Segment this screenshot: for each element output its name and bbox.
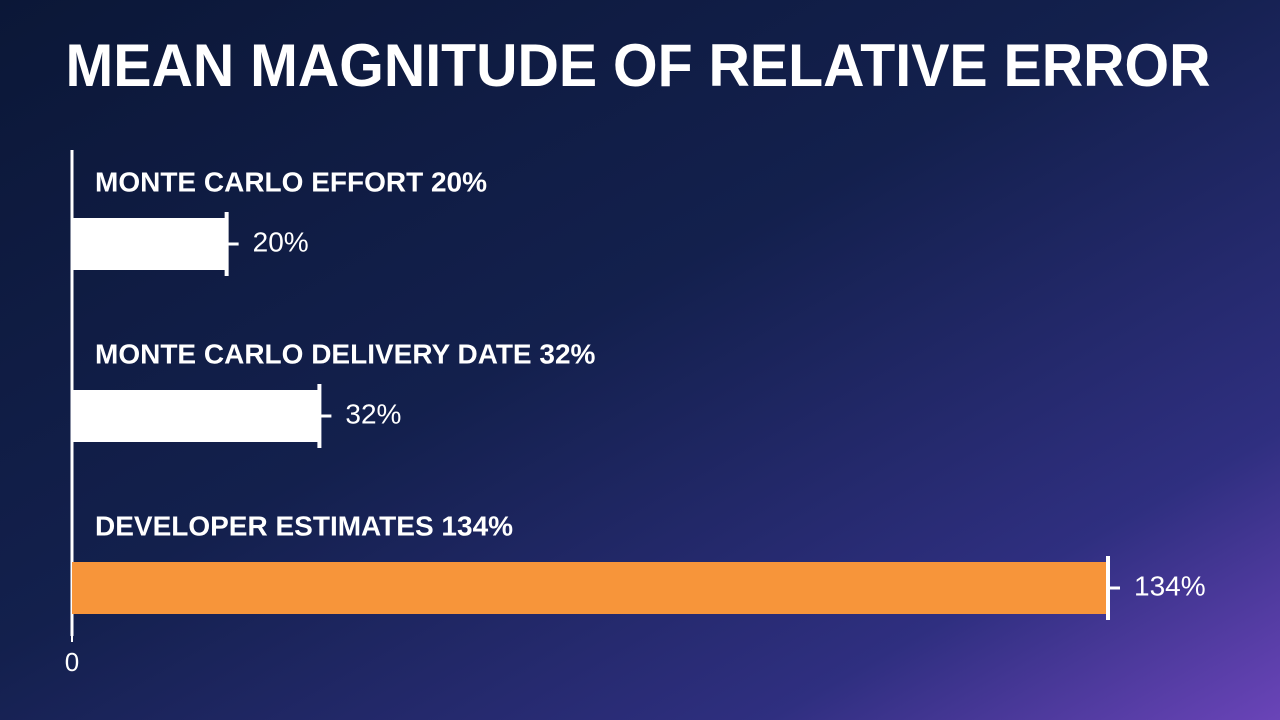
category-label: MONTE CARLO EFFORT 20%	[95, 166, 487, 197]
category-label: DEVELOPER ESTIMATES 134%	[95, 510, 513, 541]
category-label: MONTE CARLO DELIVERY DATE 32%	[95, 338, 596, 369]
bar	[72, 390, 320, 442]
value-label: 32%	[345, 398, 401, 429]
chart-title: MEAN MAGNITUDE OF RELATIVE ERROR	[66, 32, 1211, 99]
value-label: 20%	[253, 226, 309, 257]
bar	[72, 218, 227, 270]
value-label: 134%	[1134, 570, 1206, 601]
x-tick-label: 0	[65, 647, 79, 677]
bar	[72, 562, 1108, 614]
